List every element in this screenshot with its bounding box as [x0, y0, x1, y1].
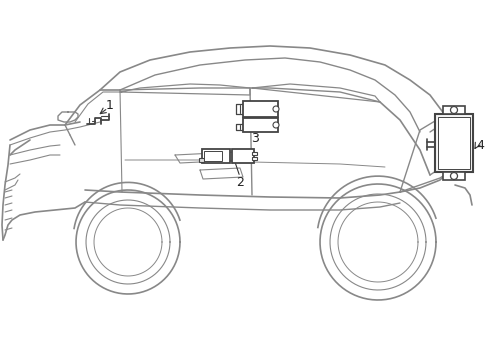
Circle shape: [450, 172, 458, 180]
Text: 2: 2: [236, 176, 244, 189]
Bar: [232, 149, 254, 163]
Text: 3: 3: [251, 131, 259, 144]
Bar: [202, 149, 230, 163]
Text: 4: 4: [476, 139, 484, 152]
Circle shape: [273, 106, 279, 112]
Bar: [252, 152, 257, 155]
Bar: [443, 172, 465, 180]
Bar: [199, 158, 204, 162]
Bar: [204, 151, 222, 161]
Bar: [435, 114, 473, 172]
Bar: [252, 157, 257, 160]
Circle shape: [450, 107, 458, 113]
Bar: [438, 117, 470, 169]
Text: 1: 1: [106, 99, 114, 112]
Circle shape: [273, 122, 279, 128]
Bar: [443, 106, 465, 114]
Bar: [243, 101, 278, 117]
Bar: [243, 118, 278, 132]
